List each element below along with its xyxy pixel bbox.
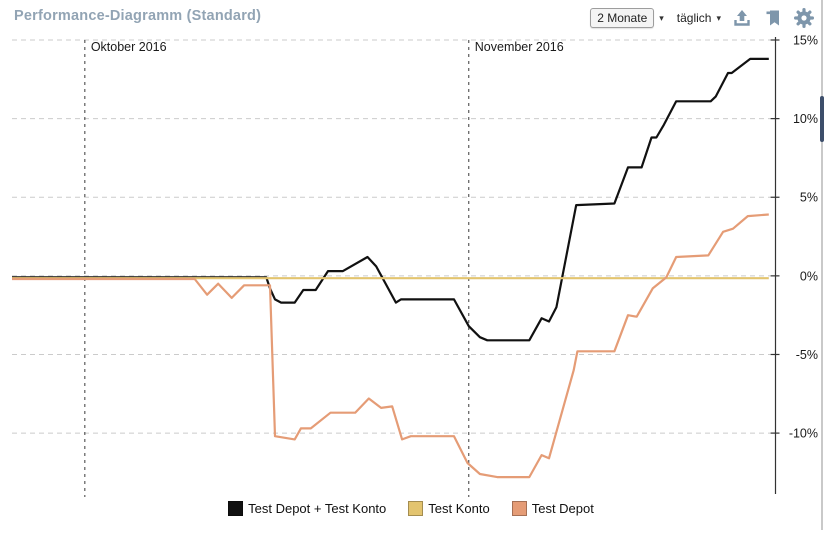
legend: Test Depot + Test Konto Test Konto Test De…	[0, 501, 822, 516]
period-selector[interactable]: 2 Monate	[590, 8, 655, 28]
scrollbar-track[interactable]	[821, 0, 823, 530]
y-axis-tick-label: -5%	[796, 348, 818, 362]
legend-swatch	[408, 501, 424, 516]
y-axis-tick-label: 0%	[800, 269, 818, 283]
legend-item: Test Depot + Test Konto	[228, 501, 386, 516]
y-axis-tick-label: -10%	[789, 427, 818, 441]
upload-icon[interactable]	[732, 8, 752, 28]
legend-item: Test Konto	[408, 501, 490, 516]
chevron-down-icon[interactable]: ▾	[716, 12, 721, 23]
legend-swatch	[511, 501, 527, 516]
legend-item: Test Depot	[511, 501, 594, 516]
gear-icon[interactable]	[794, 8, 814, 28]
bookmark-icon[interactable]	[763, 8, 783, 28]
legend-label: Test Konto	[428, 501, 490, 516]
scrollbar-thumb[interactable]	[820, 96, 824, 142]
page-title: Performance-Diagramm (Standard)	[14, 8, 262, 24]
series-line-test-depot-test-konto	[12, 57, 769, 342]
legend-swatch	[228, 501, 244, 516]
chevron-down-icon[interactable]: ▾	[659, 12, 664, 23]
y-axis-tick-label: 10%	[793, 112, 818, 126]
y-axis-tick-label: 15%	[793, 34, 818, 48]
legend-label: Test Depot + Test Konto	[248, 501, 387, 516]
frequency-selector[interactable]: täglich	[676, 11, 712, 25]
y-axis-tick-label: 5%	[800, 191, 818, 205]
chart-toolbar: 2 Monate ▾ täglich ▾	[590, 6, 814, 30]
month-label: November 2016	[475, 40, 564, 54]
month-label: Oktober 2016	[91, 40, 167, 54]
series-line-test-depot	[12, 213, 769, 479]
legend-label: Test Depot	[531, 501, 594, 516]
